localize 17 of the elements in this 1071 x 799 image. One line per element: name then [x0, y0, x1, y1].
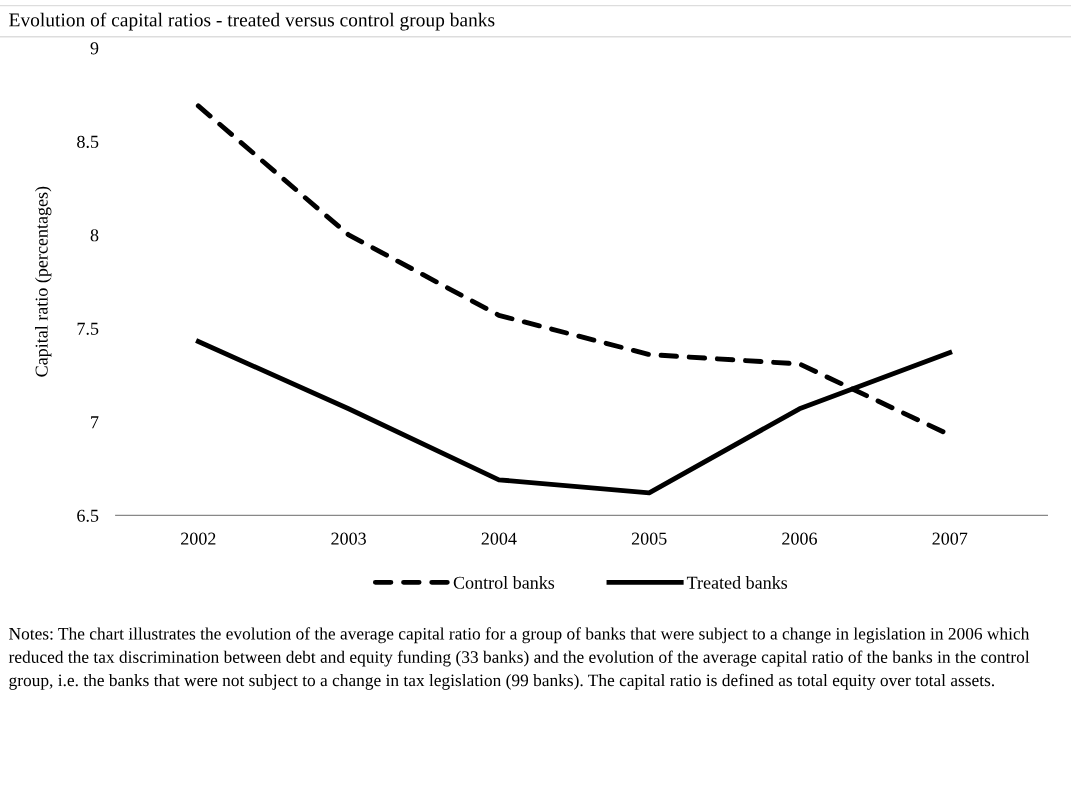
x-tick-label: 2003	[331, 532, 366, 545]
y-tick-label: 7	[91, 416, 99, 429]
y-axis-title: Capital ratio (percentages)	[35, 186, 52, 377]
text: Notes: The chart illustrates the evolution of the average capital ratio for a group of banks that were subject to a change in legislation in 2006 which reduced the tax discrimination between debt and equity funding (33 banks) and the evolution of the average capital ratio of the banks in the control group, i.e. the banks that were not subject to a change in tax legislation (99 banks). The capital ratio is defined as total equity over total assets.	[8, 627, 1030, 690]
y-tick-label: 6.5	[77, 509, 99, 522]
y-tick-label: 7.5	[77, 322, 99, 335]
y-tick-label: 9	[90, 42, 99, 55]
x-tick-label: 2004	[481, 532, 517, 545]
x-tick-label: 2006	[782, 532, 817, 545]
legend-label: Treated banks	[686, 576, 788, 589]
chart-title: Evolution of capital ratios - treated versus control group banks	[9, 12, 495, 31]
x-tick-label: 2005	[631, 532, 667, 545]
y-tick-label: 8	[90, 229, 99, 242]
y-tick-label: 8.5	[77, 135, 99, 148]
x-tick-label: 2002	[181, 532, 216, 545]
legend-label: Control banks	[453, 576, 555, 589]
x-tick-label: 2007	[932, 532, 968, 545]
